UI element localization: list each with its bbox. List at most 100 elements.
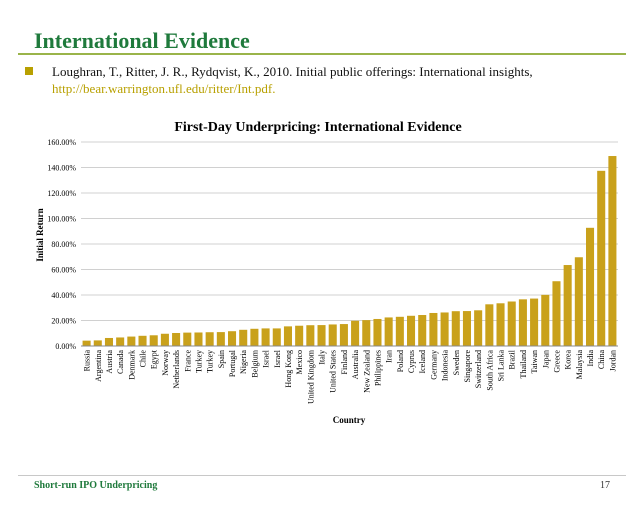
x-tick-label: United Kingdom: [306, 349, 315, 404]
bar: [172, 332, 181, 346]
x-tick-label: Australia: [351, 350, 360, 380]
x-tick-label: China: [597, 350, 606, 370]
bar: [507, 301, 516, 346]
bar: [496, 303, 505, 346]
x-tick-label: Switzerland: [474, 350, 483, 388]
y-tick-label: 120.00%: [47, 189, 76, 198]
footer-title: Short-run IPO Underpricing: [34, 480, 158, 491]
bar: [149, 335, 158, 346]
y-tick-label: 20.00%: [51, 317, 76, 326]
bar: [339, 324, 348, 346]
citation-link[interactable]: http://bear.warrington.ufl.edu/ritter/In…: [52, 81, 276, 96]
bar: [395, 316, 404, 346]
chart-bars: [82, 156, 617, 346]
bar: [373, 318, 382, 346]
x-tick-label: Sri Lanka: [497, 350, 506, 382]
x-tick-label: Malaysia: [575, 350, 584, 380]
x-tick-label: Turkey: [206, 350, 215, 373]
y-tick-label: 60.00%: [51, 266, 76, 275]
bar: [272, 328, 281, 346]
bar: [138, 335, 147, 346]
bar: [574, 257, 583, 346]
bar: [295, 325, 304, 346]
bullet-square-icon: [25, 67, 33, 75]
y-tick-label: 160.00%: [47, 138, 76, 147]
bar: [440, 312, 449, 346]
bar: [205, 332, 214, 346]
x-tick-label: Denmark: [127, 350, 136, 380]
bar: [216, 332, 225, 346]
x-tick-label: Japan: [541, 350, 550, 368]
page-number: 17: [600, 480, 610, 491]
y-tick-label: 0.00%: [55, 342, 76, 351]
x-tick-label: Iran: [385, 350, 394, 363]
x-tick-label: New Zealand: [362, 350, 371, 393]
x-tick-label: Jordan: [608, 350, 617, 371]
bar: [328, 324, 337, 346]
footer-divider: [18, 475, 626, 476]
x-tick-label: Norway: [161, 350, 170, 376]
title-divider: [18, 53, 626, 55]
x-tick-label: Thailand: [519, 350, 528, 378]
bar: [283, 326, 292, 346]
slide-title: International Evidence: [34, 28, 250, 53]
x-tick-label: Korea: [564, 350, 573, 370]
bar: [306, 325, 315, 346]
chart: First-Day Underpricing: International Ev…: [35, 120, 618, 425]
x-tick-label: Israel: [262, 349, 271, 368]
bar: [127, 336, 136, 346]
y-tick-label: 80.00%: [51, 240, 76, 249]
citation-text: Loughran, T., Ritter, J. R., Rydqvist, K…: [52, 64, 533, 79]
bar: [608, 156, 617, 346]
bar: [563, 265, 572, 346]
x-tick-label: Portugal: [228, 349, 237, 377]
x-tick-label: South Africa: [485, 350, 494, 391]
chart-title: First-Day Underpricing: International Ev…: [174, 120, 461, 135]
x-tick-label: Russia: [83, 350, 92, 372]
bar: [183, 332, 192, 346]
bar: [317, 325, 326, 346]
y-tick-label: 40.00%: [51, 291, 76, 300]
bar: [104, 337, 113, 346]
x-tick-label: Mexico: [295, 350, 304, 374]
bar: [474, 310, 483, 346]
bar: [597, 170, 606, 346]
bar: [239, 329, 248, 346]
x-tick-label: Singapore: [463, 350, 472, 383]
x-tick-label: Canada: [116, 350, 125, 374]
bar: [194, 332, 203, 346]
bar: [429, 312, 438, 346]
x-tick-label: India: [586, 350, 595, 367]
bar: [261, 328, 270, 346]
x-axis-ticks: Russia Argentina Austria Canada Denmark Chile…: [83, 349, 618, 404]
x-tick-label: Brazil: [508, 349, 517, 369]
bar: [418, 315, 427, 346]
x-tick-label: Egypt: [150, 349, 159, 369]
x-tick-label: France: [183, 350, 192, 372]
x-tick-label: Philippines: [373, 350, 382, 386]
bar: [351, 320, 360, 346]
bar: [93, 340, 102, 346]
y-tick-label: 140.00%: [47, 164, 76, 173]
x-tick-label: Sweden: [452, 350, 461, 375]
x-tick-label: United States: [329, 350, 338, 393]
x-tick-label: Cyprus: [407, 350, 416, 373]
bar: [485, 304, 494, 346]
bar: [462, 311, 471, 346]
bar: [82, 340, 91, 346]
x-tick-label: Greece: [552, 350, 561, 373]
x-tick-label: Netherlands: [172, 350, 181, 389]
x-tick-label: Austria: [105, 350, 114, 374]
x-tick-label: Italy: [318, 350, 327, 365]
chart-gridlines: [81, 141, 618, 321]
bar: [116, 337, 125, 346]
y-tick-label: 100.00%: [47, 215, 76, 224]
x-tick-label: Nigeria: [239, 350, 248, 374]
bar: [160, 333, 169, 346]
bar: [530, 298, 539, 346]
bar: [586, 227, 595, 346]
x-tick-label: Chile: [139, 350, 148, 368]
bar: [384, 317, 393, 346]
bar: [552, 281, 561, 346]
bar: [518, 299, 527, 346]
